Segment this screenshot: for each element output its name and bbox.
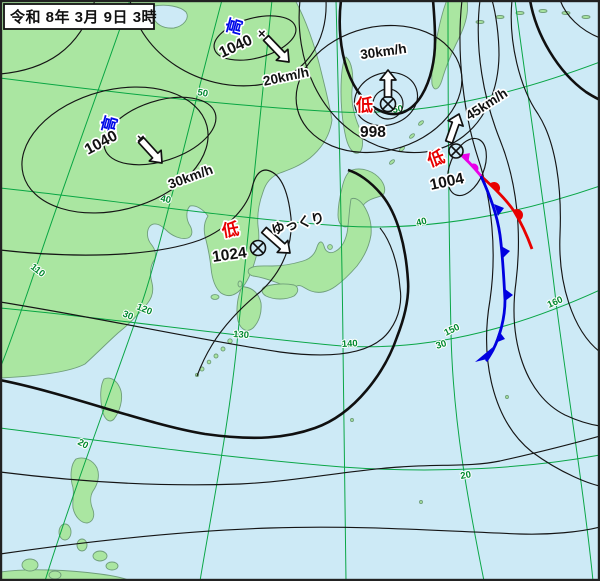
isobar [298,0,500,154]
lat-label-40-left: 40 [159,193,172,206]
low-korea-center-icon [249,239,267,257]
isobar [21,86,209,214]
low-e-motion-arrow-icon [444,113,464,145]
low-korea-motion-arrow-icon [260,226,291,254]
low-ne-symbol: 低 [355,95,373,115]
isobar-thick [0,168,410,440]
isobar [0,526,600,555]
small-islands [21,9,591,580]
isobar-thick [338,0,437,116]
lon-label-140: 140 [342,338,358,350]
longitude-140e [335,0,347,581]
occluded-front-spike [461,153,470,162]
isobar [213,15,297,61]
isobar [0,227,402,356]
high-nw-motion-arrow-icon [137,136,163,164]
island-luzon [70,457,99,524]
isobars [0,0,600,555]
cold-front-spike [495,331,505,343]
lat-label-30-left: 30 [121,309,135,323]
lon-label-130: 130 [233,329,250,341]
cold-front [479,175,507,362]
isobar [353,71,419,127]
warm-front-bump [513,209,523,220]
high-n-center-mark-icon: × [258,26,266,41]
high-n-motion-arrow-icon [262,34,290,63]
longitude-150e [447,0,485,581]
longitude-110e [0,0,131,369]
isobar [103,96,217,166]
cold-front-spike [505,289,513,301]
warm-front [480,174,534,250]
island-kyushu [236,286,262,331]
longitude-130e [199,0,273,581]
isobar [0,435,600,486]
isobar [459,0,600,487]
isobar [477,0,600,427]
cold-front-spike [475,347,493,362]
isobar [295,24,463,154]
landmass-continent [0,0,333,379]
longitude-120e [44,0,223,581]
lat-label-20-right: 20 [460,469,472,482]
datetime-box: 令和 8年 3月 9日 3時 [3,3,157,30]
cold-front-spike [494,204,504,216]
warm-front-bump [490,181,501,193]
low-ne-pressure: 998 [360,124,386,141]
lat-label-50-left: 50 [196,87,208,100]
occluded-front-bump [470,163,479,172]
isobar [0,169,292,377]
isobar [510,0,600,353]
low-e-center-icon [448,143,464,159]
peninsula-kamchatka [431,0,469,90]
island-shikoku [261,283,299,300]
isobar [559,0,600,39]
low-ne-center-icon [379,95,397,113]
high-nw-center-mark-icon: × [137,131,145,146]
latitude-30n [0,289,600,348]
latitude-40n [0,185,600,228]
lat-label-40-right: 40 [415,216,428,229]
latitude-50n [0,61,600,113]
lat-label-30-right: 30 [435,338,448,352]
low-ne-motion-arrow-icon [379,69,397,98]
datetime-text: 令和 8年 3月 9日 3時 [10,8,157,26]
isobar-thick [528,0,600,102]
latitude-20n [0,427,600,471]
low-korea-symbol: 低 [219,218,240,241]
isobar [129,0,327,87]
cold-front-spike [501,246,510,258]
